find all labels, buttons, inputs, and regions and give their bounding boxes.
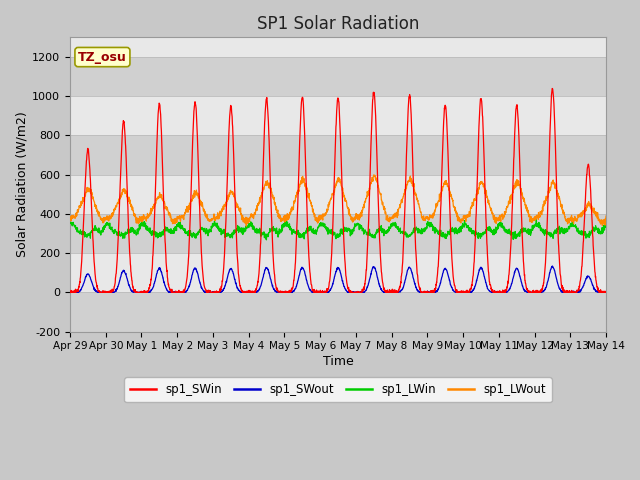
Bar [70, 292, 606, 332]
Bar [70, 135, 606, 175]
Legend: sp1_SWin, sp1_SWout, sp1_LWin, sp1_LWout: sp1_SWin, sp1_SWout, sp1_LWin, sp1_LWout [124, 377, 552, 402]
Y-axis label: Solar Radiation (W/m2): Solar Radiation (W/m2) [15, 111, 28, 257]
Text: TZ_osu: TZ_osu [78, 50, 127, 63]
Bar [70, 214, 606, 253]
Bar [70, 57, 606, 96]
Bar [70, 175, 606, 214]
X-axis label: Time: Time [323, 356, 353, 369]
Bar [70, 96, 606, 135]
Bar [70, 253, 606, 292]
Title: SP1 Solar Radiation: SP1 Solar Radiation [257, 15, 419, 33]
